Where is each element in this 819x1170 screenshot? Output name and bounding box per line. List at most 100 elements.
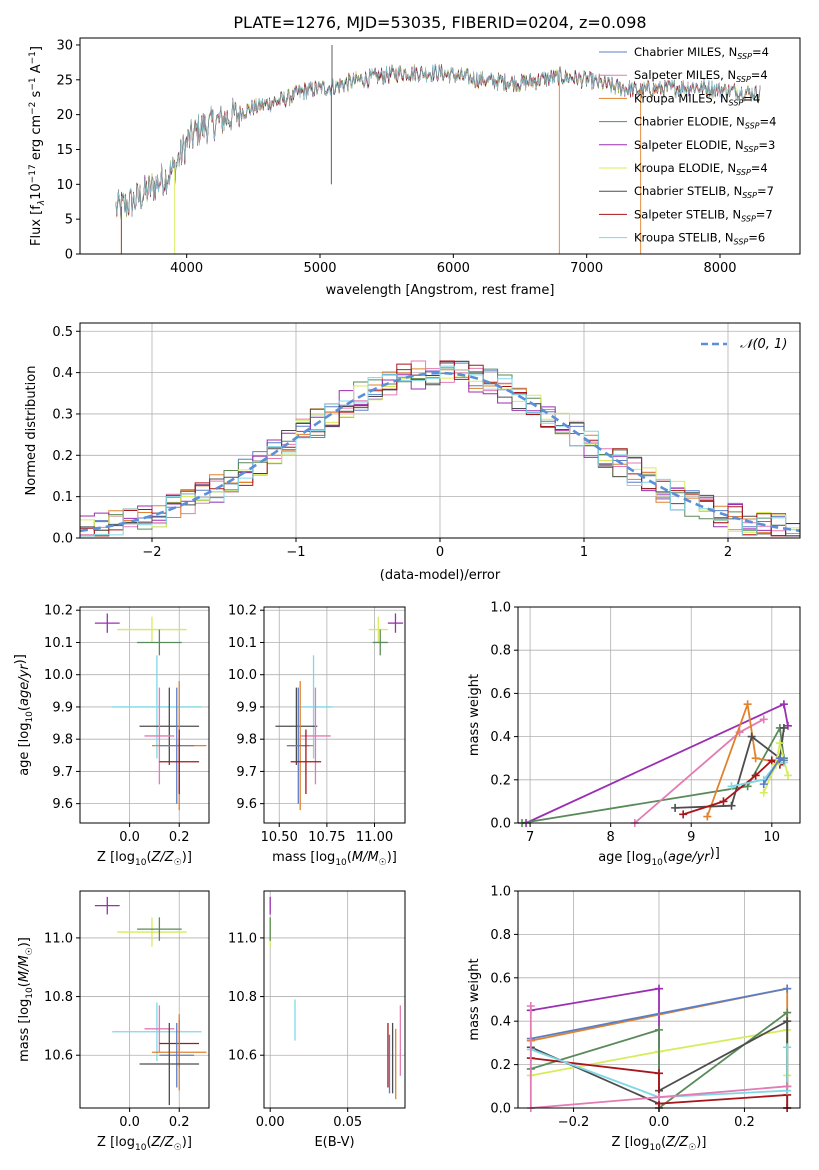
weight-line-salpeter_elodie — [525, 702, 789, 824]
legend-entry: Chabrier MILES, NSSP=4 — [634, 45, 769, 61]
weight-marker-chabrier_stelib — [727, 801, 736, 810]
legend-text: =6 — [748, 231, 765, 245]
x-tick-label: 0.2 — [169, 1115, 190, 1130]
x-tick-label: 8 — [607, 830, 615, 845]
weight-line-chabrier_elodie — [521, 725, 785, 824]
label-part: −2 — [28, 102, 38, 115]
x-tick-label: −2 — [142, 545, 161, 560]
x-tick-label: 10 — [764, 830, 781, 845]
weight-marker-chabrier_miles — [783, 984, 792, 993]
label-part: age [log — [598, 850, 651, 865]
label-part: M/M — [352, 850, 379, 865]
x-axis-label: E(B-V) — [314, 1135, 354, 1150]
legend-sub: SSP — [741, 214, 756, 223]
weight-marker-chabrier_elodie — [655, 1025, 663, 1034]
label-part: ( — [146, 1135, 151, 1150]
x-axis-label: mass [log10(M/M☉)] — [272, 850, 397, 868]
label-part: ☉ — [379, 858, 387, 868]
mass_weight_vs_Z-panel: −0.2 0.0 0.2 0.0 0.2 0.4 0.6 0.8 1.0 Z [log10(Z/Z… — [467, 885, 801, 1153]
weight-marker-chabrier_stelib — [671, 803, 680, 812]
figure-title: PLATE=1276, MJD=53035, FIBERID=0204, z=0… — [233, 13, 646, 32]
label-part: ( — [17, 982, 32, 987]
legend-text: =4 — [752, 45, 769, 59]
weight-marker-kroupa_stelib — [783, 1043, 792, 1052]
label-part: Flux [f — [29, 205, 44, 246]
y-tick-label: 9.8 — [236, 733, 257, 748]
plot-frame — [263, 890, 406, 1109]
legend-text: =4 — [760, 115, 777, 129]
x-tick-label: 0.00 — [256, 1115, 285, 1130]
y-tick-label: 0.3 — [52, 407, 73, 422]
x-tick-label: 9 — [687, 830, 695, 845]
label-part: )] — [13, 654, 28, 664]
y-tick-label: 1.0 — [490, 601, 511, 616]
weight-marker-kroupa_elodie — [783, 771, 792, 780]
legend-text: =4 — [751, 68, 768, 82]
y-tick-label: 0.4 — [490, 1015, 511, 1030]
label-part: erg cm — [29, 115, 44, 164]
label-part: 10 — [135, 858, 147, 868]
legend-entry: Kroupa STELIB, NSSP=6 — [634, 231, 765, 247]
weight-marker-salpeter_stelib — [655, 1069, 663, 1078]
weight-marker-chabrier_miles — [775, 754, 784, 763]
legend-text: Salpeter STELIB, N — [634, 207, 741, 221]
y-tick-label: 10.6 — [44, 1049, 73, 1064]
y-tick-label: 10.8 — [228, 990, 257, 1005]
spectrum-line-kroupa_stelib — [115, 63, 761, 218]
y-axis-label: mass [log10(M/M☉)] — [17, 937, 35, 1062]
legend-text: =7 — [756, 207, 773, 221]
label-part: mass [log — [272, 850, 335, 865]
legend-text: Salpeter MILES, N — [634, 68, 736, 82]
label-part: age [log — [17, 723, 32, 776]
legend-text: Chabrier ELODIE, N — [634, 115, 745, 129]
legend-sub: SSP — [742, 191, 757, 200]
label-part: ☉ — [174, 1143, 182, 1153]
x-axis-label: wavelength [Angstrom, rest frame] — [326, 283, 555, 298]
legend-text: Salpeter ELODIE, N — [634, 138, 744, 152]
y-tick-label: 10.6 — [228, 1049, 257, 1064]
legend-sub: SSP — [734, 238, 749, 247]
y-tick-label: 0.0 — [490, 817, 511, 832]
y-tick-label: 0.5 — [52, 325, 73, 340]
label-part: ☉ — [174, 858, 182, 868]
y-tick-label: 0.4 — [490, 730, 511, 745]
age_vs_Z-panel: 0.0 0.29.69.79.89.910.010.110.2Z [log10(Z… — [13, 604, 210, 868]
weight-marker-salpeter_elodie — [779, 700, 788, 709]
label-part: ] — [29, 46, 44, 51]
y-tick-label: 9.6 — [236, 797, 257, 812]
label-part: )] — [710, 846, 720, 861]
y-tick-label: 0.2 — [52, 449, 73, 464]
legend-sub: SSP — [745, 122, 760, 131]
legend-entry: Salpeter ELODIE, NSSP=3 — [634, 138, 775, 154]
y-tick-label: 0.0 — [490, 1102, 511, 1117]
x-axis-label: Z [log10(Z/Z☉)] — [97, 850, 192, 868]
x-tick-label: 0.05 — [333, 1115, 362, 1130]
y-tick-label: 20 — [56, 108, 73, 123]
x-tick-label: 0.0 — [649, 1115, 670, 1130]
label-part: 10 — [25, 711, 35, 723]
legend-entry: Salpeter MILES, NSSP=4 — [634, 68, 768, 84]
y-tick-label: 5 — [65, 213, 73, 228]
label-part: M/M — [17, 955, 32, 982]
legend-text: Chabrier STELIB, N — [634, 184, 742, 198]
legend-entry: Chabrier ELODIE, NSSP=4 — [634, 115, 776, 131]
x-tick-label: 7 — [526, 830, 534, 845]
x-tick-label: 2 — [724, 545, 732, 560]
residuals-panel: −2 −1 0 1 2 0.0 0.1 0.2 0.3 0.4 0.5 (data-model)/er… — [24, 322, 801, 583]
y-tick-label: 0.8 — [490, 644, 511, 659]
weight-marker-salpeter_stelib — [767, 756, 776, 765]
weight-marker-chabrier_stelib — [747, 732, 756, 741]
legend-text: Kroupa ELODIE, N — [634, 161, 736, 175]
weight-line-salpeter_miles — [529, 1006, 788, 1109]
y-tick-label: 0.0 — [52, 532, 73, 547]
label-part: ( — [663, 850, 668, 865]
weight-marker-salpeter_miles — [655, 1093, 663, 1102]
mass_vs_ebv-panel: 0.00 0.05 10.6 10.8 11.0 E(B-V) — [228, 890, 406, 1150]
legend-entry: Chabrier STELIB, NSSP=7 — [634, 184, 774, 200]
legend-entry: Kroupa MILES, NSSP=4 — [634, 91, 760, 107]
y-tick-label: 0.2 — [490, 773, 511, 788]
label-part: 10 — [335, 858, 347, 868]
y-tick-label: 0.8 — [490, 928, 511, 943]
weight-marker-kroupa_miles — [743, 700, 752, 709]
